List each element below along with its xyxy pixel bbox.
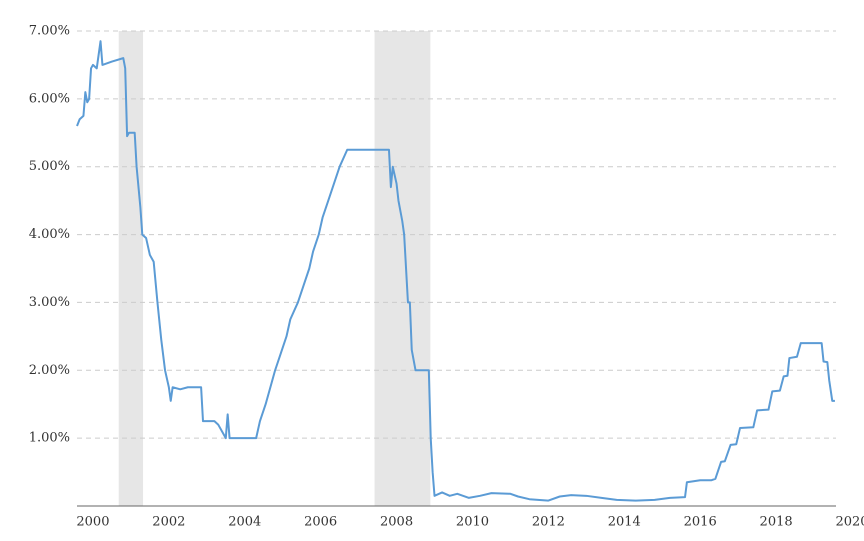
rate-line bbox=[76, 40, 835, 502]
x-tick-label: 2000 bbox=[76, 515, 109, 530]
y-tick-label: 6.00% bbox=[29, 91, 70, 106]
x-tick-label: 2012 bbox=[532, 515, 565, 530]
x-tick-label: 2004 bbox=[228, 515, 261, 530]
x-tick-label: 2010 bbox=[456, 515, 489, 530]
y-tick-label: 7.00% bbox=[29, 24, 70, 39]
x-tick-label: 2008 bbox=[380, 515, 413, 530]
x-tick-label: 2006 bbox=[304, 515, 337, 530]
y-tick-label: 4.00% bbox=[29, 227, 70, 242]
y-tick-label: 3.00% bbox=[29, 295, 70, 310]
y-tick-label: 1.00% bbox=[29, 431, 70, 446]
x-tick-label: 2002 bbox=[152, 515, 185, 530]
y-tick-label: 2.00% bbox=[29, 363, 70, 378]
x-tick-label: 2014 bbox=[608, 515, 641, 530]
x-tick-label: 2020 bbox=[835, 515, 864, 530]
x-tick-label: 2018 bbox=[760, 515, 793, 530]
x-tick-label: 2016 bbox=[684, 515, 717, 530]
recession-band bbox=[118, 31, 144, 506]
y-tick-label: 5.00% bbox=[29, 159, 70, 174]
recession-band bbox=[374, 31, 431, 506]
